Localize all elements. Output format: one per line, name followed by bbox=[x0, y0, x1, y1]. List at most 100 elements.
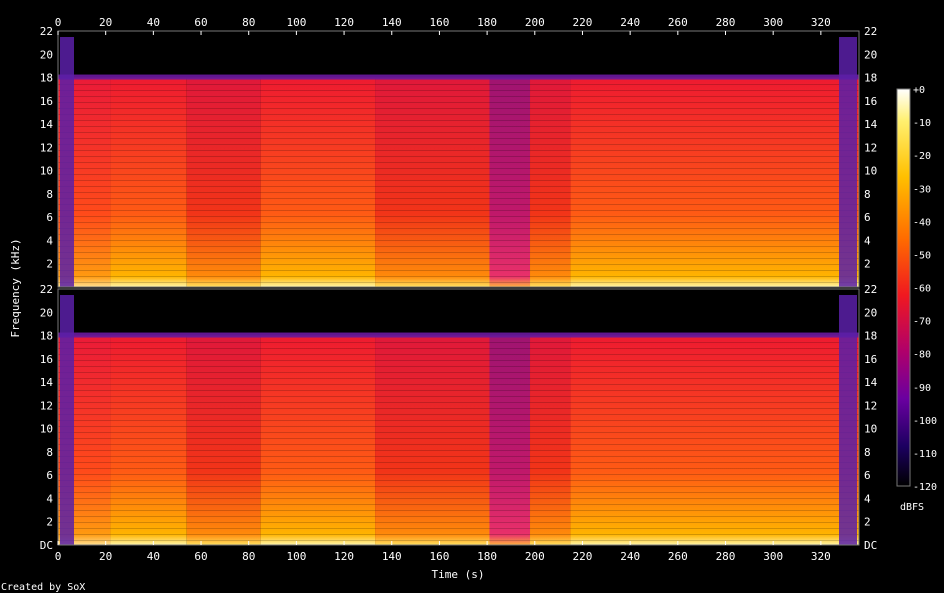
ch1-cutoff-edge bbox=[58, 74, 859, 80]
y-tick-label-left: 6 bbox=[46, 469, 53, 482]
colorbar bbox=[896, 88, 911, 487]
y-tick-label-right: 8 bbox=[864, 446, 871, 459]
y-tick-label-left: 12 bbox=[40, 399, 53, 412]
ch1-segment-harmonics bbox=[489, 77, 531, 287]
x-tick-label-top: 300 bbox=[763, 16, 783, 29]
ch1-segment-harmonics bbox=[375, 77, 490, 287]
y-tick-label-left: 6 bbox=[46, 211, 53, 224]
y-tick-label-left: 22 bbox=[40, 283, 53, 296]
y-tick-label-right: 12 bbox=[864, 141, 877, 154]
y-tick-label-right: 14 bbox=[864, 376, 878, 389]
x-tick-label-top: 20 bbox=[99, 16, 112, 29]
y-tick-label-left: 4 bbox=[46, 234, 53, 247]
colorbar-tick-label: -70 bbox=[913, 317, 931, 328]
colorbar-tick-label: -120 bbox=[913, 482, 937, 493]
y-tick-label-left: 14 bbox=[40, 118, 54, 131]
y-tick-label-right: 6 bbox=[864, 211, 871, 224]
y-tick-label-right: 2 bbox=[864, 258, 871, 271]
ch2-empty-band bbox=[58, 289, 859, 336]
x-tick-label-bottom: 140 bbox=[382, 550, 402, 563]
x-axis-label: Time (s) bbox=[432, 568, 485, 581]
colorbar-ticks: +0 -10 -20 -30 -40 -50 -60 -70 -80 -90 -100 -110 -12… bbox=[913, 85, 937, 493]
ch2-segment-harmonics bbox=[110, 335, 187, 545]
colorbar-tick-label: -80 bbox=[913, 350, 931, 361]
x-tick-label-top: 160 bbox=[429, 16, 449, 29]
y-tick-label-right: DC bbox=[864, 539, 877, 552]
x-tick-label-bottom: 40 bbox=[147, 550, 160, 563]
colorbar-tick-label: -90 bbox=[913, 383, 931, 394]
x-tick-label-top: 100 bbox=[286, 16, 306, 29]
x-tick-label-bottom: 220 bbox=[573, 550, 593, 563]
colorbar-tick-label: +0 bbox=[913, 85, 925, 96]
x-tick-label-bottom: 80 bbox=[242, 550, 255, 563]
y-tick-label-left: 16 bbox=[40, 95, 53, 108]
ch1-segment-harmonics bbox=[530, 77, 571, 287]
x-tick-label-top: 320 bbox=[811, 16, 831, 29]
x-tick-label-top: 0 bbox=[55, 16, 62, 29]
x-tick-label-top: 140 bbox=[382, 16, 402, 29]
ch1-lead-in bbox=[60, 37, 74, 287]
ch1-segment-harmonics bbox=[260, 77, 376, 287]
colorbar-tick-label: -60 bbox=[913, 284, 931, 295]
y-tick-label-right: 18 bbox=[864, 72, 877, 85]
y-axis-label: Frequency (kHz) bbox=[9, 238, 22, 337]
y-tick-label-left: 8 bbox=[46, 446, 53, 459]
x-tick-label-top: 120 bbox=[334, 16, 354, 29]
x-tick-label-top: 40 bbox=[147, 16, 160, 29]
x-tick-label-top: 200 bbox=[525, 16, 545, 29]
colorbar-tick-label: -100 bbox=[913, 416, 937, 427]
ch2-tail-out bbox=[839, 295, 857, 545]
ch2-segment-harmonics bbox=[186, 335, 261, 545]
y-tick-label-right: 12 bbox=[864, 399, 877, 412]
y-tick-label-left: 14 bbox=[40, 376, 54, 389]
ch2-segment-harmonics bbox=[375, 335, 490, 545]
colorbar-tick-label: -50 bbox=[913, 250, 931, 261]
colorbar-tick-label: -20 bbox=[913, 151, 931, 162]
ch1-segment-harmonics bbox=[186, 77, 261, 287]
x-tick-label-bottom: 280 bbox=[716, 550, 736, 563]
y-tick-label-left: 10 bbox=[40, 423, 53, 436]
channel-1-spectrogram bbox=[58, 31, 859, 287]
y-tick-label-left: 18 bbox=[40, 330, 53, 343]
x-tick-label-bottom: 320 bbox=[811, 550, 831, 563]
ch2-segment-harmonics bbox=[260, 335, 376, 545]
colorbar-label: dBFS bbox=[900, 502, 924, 513]
y-tick-label-right: 2 bbox=[864, 516, 871, 529]
x-tick-label-bottom: 200 bbox=[525, 550, 545, 563]
x-axis-ticks-bottom: 0 20 40 60 80 100 120 140 160 180 200 220 240 260 280 3… bbox=[55, 541, 831, 563]
plot-frame-bottom bbox=[57, 288, 860, 546]
y-tick-label-right: 10 bbox=[864, 423, 877, 436]
x-tick-label-bottom: 300 bbox=[763, 550, 783, 563]
y-tick-label-left: 2 bbox=[46, 258, 53, 271]
y-tick-label-right: 22 bbox=[864, 25, 877, 38]
y-tick-label-left: DC bbox=[40, 539, 53, 552]
y-tick-label-left: 20 bbox=[40, 306, 53, 319]
ch1-segment-harmonics bbox=[110, 77, 187, 287]
x-tick-label-top: 240 bbox=[620, 16, 640, 29]
channel-2-spectrogram bbox=[58, 289, 859, 545]
y-tick-label-left: 8 bbox=[46, 188, 53, 201]
x-tick-label-bottom: 20 bbox=[99, 550, 112, 563]
y-tick-label-right: 16 bbox=[864, 95, 877, 108]
y-tick-label-right: 22 bbox=[864, 283, 877, 296]
x-axis-ticks-top: 0 20 40 60 80 100 120 140 160 180 200 220 240 260 280 3… bbox=[55, 16, 831, 35]
footer-credit: Created by SoX bbox=[1, 582, 85, 593]
colorbar-tick-label: -40 bbox=[913, 217, 931, 228]
x-tick-label-bottom: 60 bbox=[194, 550, 207, 563]
y-tick-label-left: 12 bbox=[40, 141, 53, 154]
x-tick-label-top: 220 bbox=[573, 16, 593, 29]
x-tick-label-top: 280 bbox=[716, 16, 736, 29]
x-tick-label-top: 60 bbox=[194, 16, 207, 29]
ch2-segment-harmonics bbox=[530, 335, 571, 545]
y-tick-label-right: 20 bbox=[864, 306, 877, 319]
y-tick-label-right: 16 bbox=[864, 353, 877, 366]
x-tick-label-bottom: 0 bbox=[55, 550, 62, 563]
x-tick-label-bottom: 240 bbox=[620, 550, 640, 563]
ch1-empty-band bbox=[58, 31, 859, 78]
x-tick-label-top: 80 bbox=[242, 16, 255, 29]
y-tick-label-right: 8 bbox=[864, 188, 871, 201]
y-tick-label-right: 6 bbox=[864, 469, 871, 482]
y-tick-label-left: 10 bbox=[40, 165, 53, 178]
